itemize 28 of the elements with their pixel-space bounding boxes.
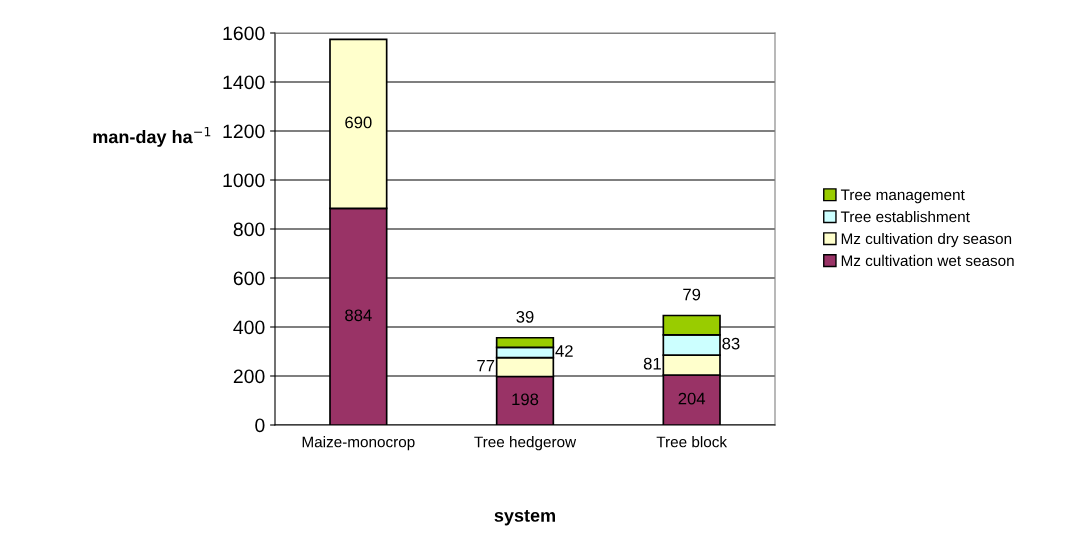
- y-tick-label: 1400: [223, 75, 265, 90]
- legend-label: Tree establishment: [840, 210, 970, 223]
- data-label: 198: [512, 393, 539, 406]
- data-label: 79: [683, 288, 701, 301]
- legend-label: Mz cultivation dry season: [841, 232, 1012, 248]
- legend-label: Tree management: [840, 189, 965, 204]
- y-tick-label: 1200: [223, 124, 265, 139]
- data-label: 83: [722, 337, 740, 350]
- x-tick-label: Tree block: [656, 436, 728, 448]
- y-axis-title: man-day ha$^{−1}$: [93, 126, 211, 147]
- y-tick-label: 600: [233, 271, 265, 286]
- y-tick-label: 400: [233, 320, 265, 335]
- x-tick-label: Maize-monocrop: [302, 436, 415, 451]
- x-tick-label: Tree hedgerow: [474, 436, 577, 451]
- data-label: 77: [477, 359, 495, 372]
- data-label: 81: [643, 357, 661, 370]
- data-label: 884: [345, 309, 372, 322]
- data-label: 39: [516, 310, 534, 323]
- y-tick-label: 0: [255, 418, 265, 433]
- y-tick-label: 1600: [223, 26, 265, 41]
- data-label: 42: [555, 345, 573, 357]
- x-axis-title: system: [494, 509, 555, 526]
- y-tick-label: 1000: [223, 173, 265, 188]
- data-label: 690: [345, 116, 372, 129]
- data-label: 204: [678, 392, 706, 405]
- y-tick-label: 200: [233, 369, 265, 384]
- legend-label: Mz cultivation wet season: [841, 254, 1014, 267]
- y-tick-label: 800: [233, 222, 265, 237]
